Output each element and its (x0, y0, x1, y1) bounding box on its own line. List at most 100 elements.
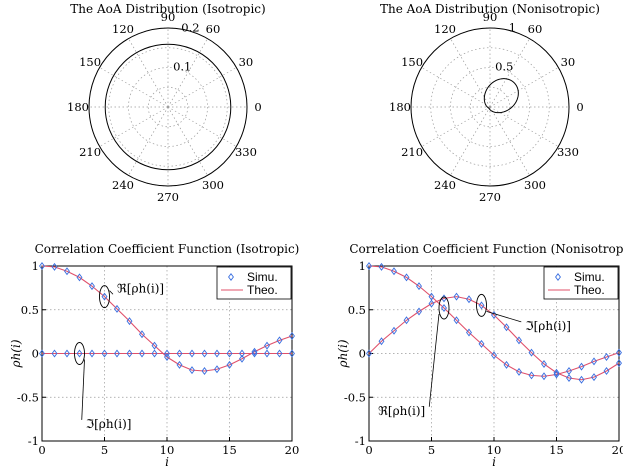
polar-angle-label: 270 (157, 190, 179, 204)
simu-marker-imag (453, 292, 460, 301)
annotation-arrow (486, 310, 522, 323)
y-tick-label: -0.5 (17, 390, 39, 404)
polar-ring (108, 47, 228, 167)
simu-marker-real (441, 304, 447, 312)
simu-marker-imag (378, 337, 385, 346)
annotation-ellipse (74, 342, 85, 365)
polar-angle-label: 150 (79, 55, 101, 69)
simu-marker-imag (101, 349, 108, 358)
polar-angle-label: 180 (67, 100, 89, 114)
line-chart-2: Correlation Coefficient Function (Noniso… (336, 242, 623, 467)
simu-marker-real (264, 341, 270, 350)
simu-marker-real (453, 316, 460, 325)
simu-marker-real (528, 371, 535, 380)
y-tick-label: 0.5 (21, 303, 39, 317)
legend-label-simu: Simu. (247, 270, 278, 284)
simu-marker-imag (516, 336, 522, 345)
polar-ring (128, 67, 208, 147)
polar-spoke (99, 67, 169, 108)
chart-title: Correlation Coefficient Function (Isotro… (35, 242, 300, 256)
polar-radial-label: 0.5 (495, 59, 513, 73)
polar-ring (147, 86, 189, 128)
simu-marker-real (289, 332, 295, 340)
annotation-label: ℑ[ρh(i)] (525, 319, 571, 333)
annotation-ellipse (99, 285, 110, 309)
simu-marker-real (214, 365, 220, 374)
simu-marker-imag (403, 316, 410, 325)
simu-marker-imag (226, 349, 233, 358)
simu-marker-imag (139, 349, 145, 358)
polar-angle-label: 60 (206, 22, 221, 36)
polar-title: The AoA Distribution (Nonisotropic) (380, 2, 600, 16)
polar-angle-label: 60 (528, 22, 543, 36)
simu-marker-real (491, 351, 497, 360)
polar-angle-label: 210 (401, 145, 423, 159)
simu-marker-real (101, 292, 108, 301)
polar-angle-label: 120 (112, 22, 134, 36)
simu-marker-real (189, 366, 195, 375)
x-tick-label: 15 (222, 443, 237, 457)
simu-marker-real (164, 353, 170, 361)
simu-marker-real (139, 330, 145, 339)
polar-chart-2: The AoA Distribution (Nonisotropic) 0 30 60… (380, 2, 600, 204)
polar-outline (88, 27, 248, 187)
x-tick-label: 20 (285, 443, 300, 457)
simu-marker-real (591, 357, 597, 366)
legend-box (216, 266, 292, 300)
simu-marker-real (39, 262, 45, 270)
simu-marker-real (478, 339, 485, 348)
polar-ring (450, 67, 530, 147)
polar-angle-label: 240 (434, 178, 456, 192)
simu-marker-imag (64, 349, 70, 358)
simu-marker-imag (239, 349, 245, 358)
polar-spoke (167, 38, 208, 108)
legend-box (543, 266, 619, 300)
simu-marker-imag (51, 349, 58, 358)
polar-spoke (128, 106, 169, 176)
simu-marker-imag (264, 349, 270, 358)
x-tick-label: 15 (549, 443, 564, 457)
simu-marker-imag (276, 349, 283, 358)
simu-marker-real (51, 262, 58, 271)
simu-marker-real (616, 348, 622, 357)
simu-marker-real (89, 282, 95, 291)
simu-marker-real (251, 347, 258, 356)
polar-spoke (421, 67, 491, 108)
simu-marker-imag (89, 349, 95, 358)
theo-line-imag (368, 296, 620, 381)
simu-marker-real (391, 267, 397, 276)
y-axis-label: ρh(i) (9, 339, 23, 368)
polar-angle-label: 30 (239, 55, 254, 69)
simu-marker-real (201, 367, 208, 375)
polar-spoke (421, 106, 491, 147)
polar-chart-1: The AoA Distribution (Isotropic) 0 30 60 90 1… (67, 2, 266, 204)
simu-marker-real (378, 262, 385, 271)
simu-marker-imag (151, 349, 158, 358)
simu-marker-real (541, 372, 547, 381)
simu-marker-real (516, 367, 522, 376)
annotation-arrow (109, 290, 114, 295)
simu-marker-real (151, 341, 158, 350)
simu-marker-imag (251, 349, 258, 358)
polar-spoke (167, 106, 208, 176)
annotation-label: ℜ[ρh(i)] (117, 281, 164, 295)
polar-outline (410, 27, 570, 187)
polar-angle-label: 300 (524, 178, 546, 192)
simu-marker-real (366, 262, 372, 270)
x-tick-label: 5 (101, 443, 108, 457)
polar-angle-label: 0 (576, 100, 583, 114)
x-tick-label: 20 (612, 443, 623, 457)
polar-spoke (450, 38, 491, 108)
y-tick-label: -1 (355, 434, 366, 448)
y-tick-label: 0 (359, 347, 366, 361)
polar-angle-label: 300 (202, 178, 224, 192)
polar-spoke (128, 38, 169, 108)
polar-spoke (489, 38, 530, 108)
polar-angle-label: 240 (112, 178, 134, 192)
polar-spoke (167, 67, 237, 108)
polar-angle-label: 270 (479, 190, 501, 204)
polar-radial-label: 0.1 (173, 59, 191, 73)
simu-marker-imag (503, 323, 510, 332)
x-tick-label: 10 (160, 443, 175, 457)
